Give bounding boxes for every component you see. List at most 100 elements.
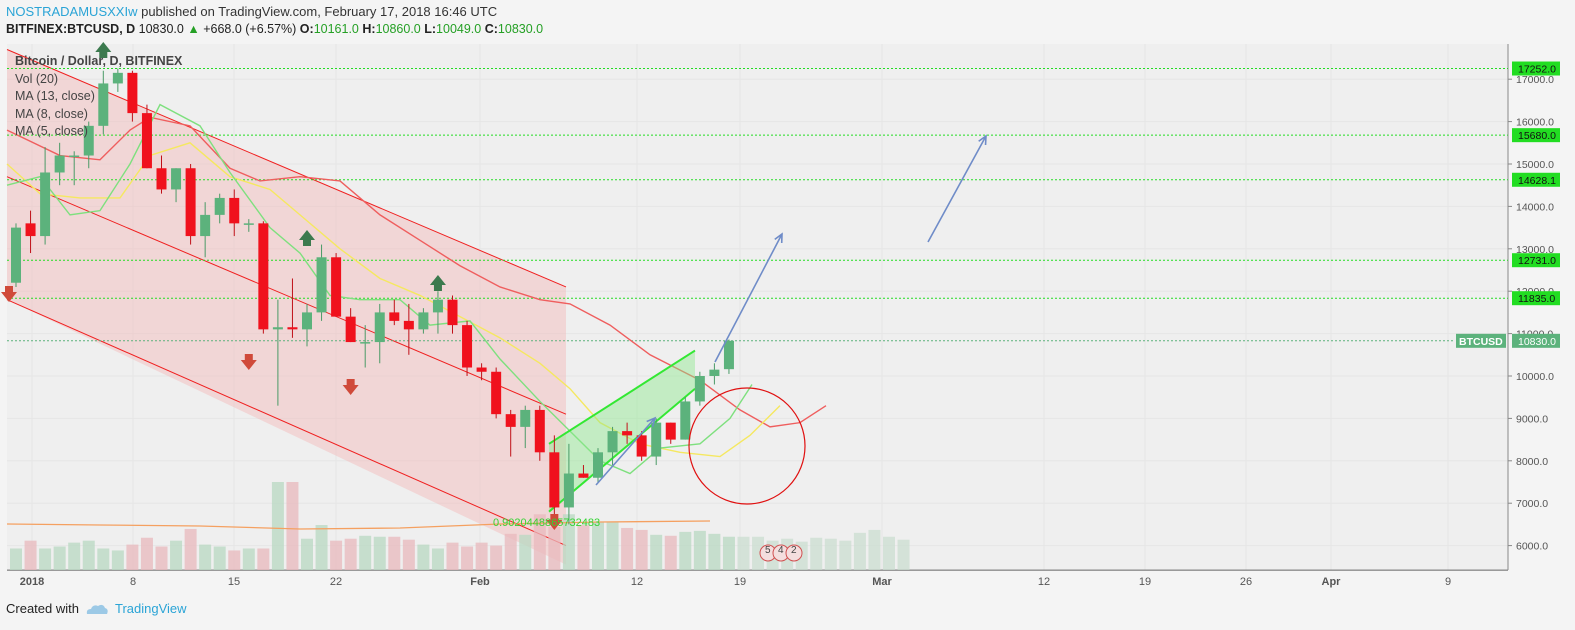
volume-bar xyxy=(664,535,677,570)
projection-arrow-head-icon xyxy=(978,134,987,146)
y-tick-label: 6000.0 xyxy=(1516,541,1548,553)
volume-bar xyxy=(330,540,343,570)
candle-body xyxy=(40,172,51,237)
volume-bar-ghost xyxy=(883,536,895,570)
candle-body xyxy=(709,369,720,376)
volume-bar-ghost xyxy=(810,537,823,570)
x-tick-label: Apr xyxy=(1322,576,1342,588)
candle-body xyxy=(636,435,647,457)
candle-body xyxy=(141,113,152,169)
author-link[interactable]: NOSTRADAMUSXXIw xyxy=(6,4,138,19)
volume-bar-ghost xyxy=(737,536,750,570)
candle-body xyxy=(302,312,312,330)
candle-body xyxy=(665,422,676,440)
volume-bar-ghost xyxy=(752,536,765,570)
volume-bar xyxy=(126,544,139,570)
candle-body xyxy=(25,223,36,237)
volume-bar-ghost xyxy=(868,529,881,570)
legend-volume: Vol (20) xyxy=(15,71,59,86)
projection-arrow-head-icon xyxy=(774,232,783,244)
level-price-tag-text: 15680.0 xyxy=(1518,130,1556,142)
close-value: 10830.0 xyxy=(497,22,544,36)
volume-bar xyxy=(170,540,183,570)
volume-bar xyxy=(606,522,619,570)
candle-body xyxy=(374,312,385,343)
close-label: C: xyxy=(484,22,498,36)
candle-body xyxy=(316,257,327,313)
candle-body xyxy=(127,72,138,114)
x-tick-label: Feb xyxy=(470,576,490,588)
volume-bar xyxy=(490,545,503,570)
candle-body xyxy=(563,473,574,508)
candle-body xyxy=(258,223,269,330)
candle-body xyxy=(331,257,342,317)
event-badge-count: 5 xyxy=(765,545,771,556)
rising-channel-upper xyxy=(548,349,696,445)
x-tick-label: 12 xyxy=(1038,576,1050,588)
y-tick-label: 10000.0 xyxy=(1516,371,1554,383)
candle-body xyxy=(520,409,531,427)
candle-body xyxy=(112,72,123,84)
chart-legend: Bitcoin / Dollar, D, BITFINEX Vol (20) M… xyxy=(15,53,182,141)
candle-body xyxy=(11,227,21,283)
volume-bar-ghost xyxy=(853,532,866,570)
level-price-tag-text: 12731.0 xyxy=(1518,255,1556,267)
y-tick-label: 16000.0 xyxy=(1516,117,1554,129)
volume-bar xyxy=(592,522,604,570)
volume-bar xyxy=(97,548,110,570)
symbol-label: BITFINEX:BTCUSD, D xyxy=(6,22,136,36)
candle-body xyxy=(243,223,254,225)
rising-channel-fill xyxy=(549,350,695,512)
volume-bar xyxy=(213,546,226,570)
level-price-tag xyxy=(1512,253,1560,268)
volume-bar-ghost xyxy=(897,539,910,570)
volume-bar xyxy=(39,548,52,570)
tradingview-link[interactable]: TradingView xyxy=(114,601,187,616)
candle-body xyxy=(389,312,400,321)
candle-body xyxy=(214,197,225,215)
volume-bar-ghost xyxy=(824,538,837,570)
legend-ma8: MA (8, close) xyxy=(15,106,88,121)
open-value: 10161.0 xyxy=(313,22,359,36)
candle-body xyxy=(651,422,662,457)
x-tick-label: 22 xyxy=(330,576,342,588)
projection-arrow-line xyxy=(714,233,783,363)
volume-bar xyxy=(271,482,284,570)
y-tick-label: 8000.0 xyxy=(1516,456,1548,468)
volume-ma-line xyxy=(6,520,711,530)
candle-body xyxy=(578,473,589,478)
level-price-tag xyxy=(1512,128,1560,143)
y-tick-label: 14000.0 xyxy=(1516,201,1554,213)
level-price-tag xyxy=(1512,291,1560,306)
volume-bar xyxy=(199,544,212,570)
circle-annotation xyxy=(688,387,806,505)
y-tick-label: 15000.0 xyxy=(1516,159,1554,171)
candle-body xyxy=(723,340,734,370)
volume-bar xyxy=(24,540,37,570)
symbol-tag xyxy=(1456,333,1506,348)
change-arrow-icon: ▲ xyxy=(187,22,200,36)
volume-bar xyxy=(111,550,124,570)
volume-bar xyxy=(286,482,299,570)
volume-bar xyxy=(315,525,328,570)
candle-body xyxy=(345,316,356,343)
candle-body xyxy=(607,431,618,453)
event-badge-count: 2 xyxy=(791,545,797,556)
x-tick-label: 8 xyxy=(130,576,136,588)
open-label: O: xyxy=(299,22,314,36)
volume-bar xyxy=(679,531,692,570)
descending-channel-fill xyxy=(7,49,566,565)
volume-bar xyxy=(722,536,735,570)
volume-bar xyxy=(446,542,459,570)
y-tick-label: 9000.0 xyxy=(1516,413,1548,425)
volume-bar xyxy=(402,539,415,570)
candle-body xyxy=(69,155,80,158)
volume-bar xyxy=(504,533,517,570)
fractal-down-arrow-icon xyxy=(546,514,563,530)
candle-body xyxy=(534,409,545,453)
candle-body xyxy=(360,342,371,344)
volume-bar xyxy=(533,514,546,570)
volume-bar xyxy=(562,514,575,570)
volume-bar xyxy=(228,550,241,570)
